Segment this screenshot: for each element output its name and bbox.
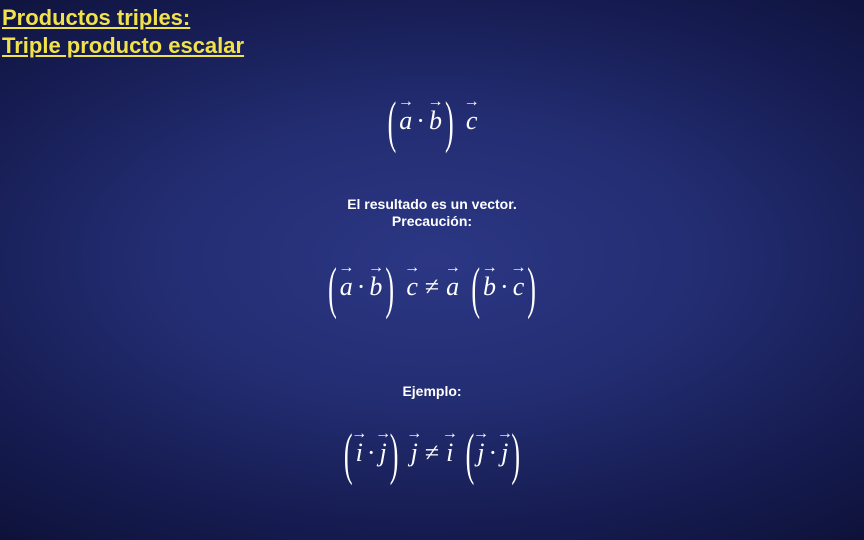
slide-title: Productos triples: Triple producto escal… [2,4,244,59]
equation-3: (i·j) j≠i (j·j) [342,438,522,468]
equation-1: (a·b) c [386,106,479,136]
title-line-1: Productos triples: [2,4,244,32]
caption-example: Ejemplo: [402,383,461,399]
caption-caution: Precaución: [392,213,472,229]
title-line-2: Triple producto escalar [2,32,244,60]
caption-result: El resultado es un vector. [347,196,517,212]
equation-2: (a·b) c≠a (b·c) [326,272,538,302]
